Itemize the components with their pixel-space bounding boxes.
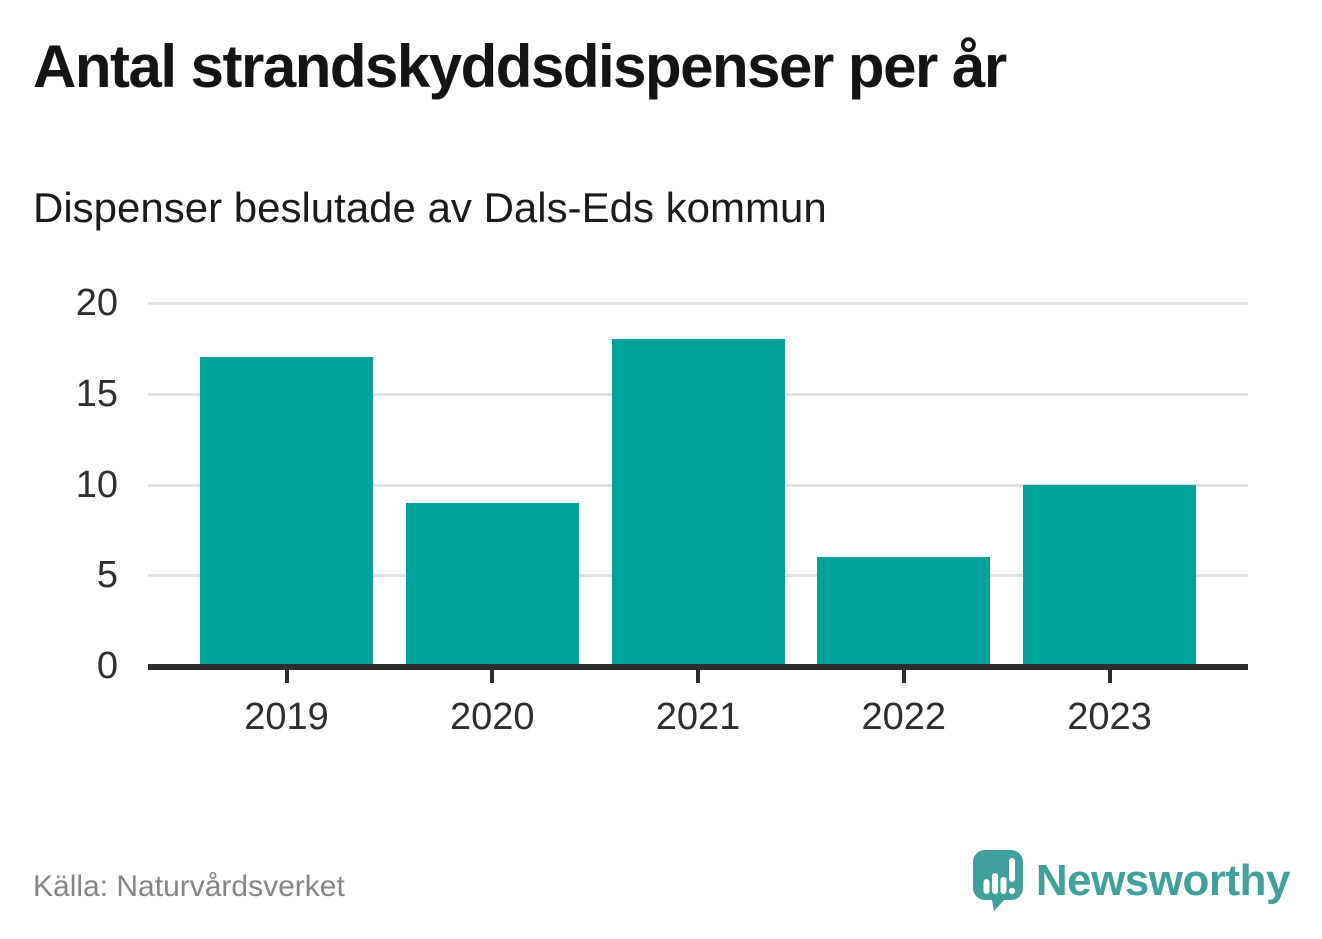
x-tick-mark	[284, 670, 289, 683]
x-tick-label: 2021	[655, 696, 741, 738]
x-tick-label: 2020	[449, 696, 535, 738]
gridline	[148, 302, 1248, 305]
y-tick-label: 10	[75, 463, 118, 506]
plot-area	[148, 302, 1248, 670]
x-tick-mark	[901, 670, 906, 683]
x-tick-label: 2022	[861, 696, 947, 738]
x-axis-cell: 2022	[817, 670, 990, 736]
x-tick-label: 2019	[244, 696, 329, 738]
newsworthy-speech-bubble-chart-icon	[972, 850, 1023, 911]
x-tick-label: 2023	[1067, 696, 1152, 738]
source-label: Källa: Naturvårdsverket	[33, 870, 345, 903]
x-tick-mark	[490, 670, 495, 683]
bar-2023	[1023, 484, 1196, 666]
newsworthy-wordmark: Newsworthy	[1035, 855, 1291, 905]
x-tick-mark	[1107, 670, 1112, 683]
y-tick-label: 15	[75, 372, 118, 415]
bar-2019	[200, 357, 373, 666]
y-tick-label: 0	[96, 645, 118, 687]
bar-2020	[405, 502, 579, 666]
bar-2022	[817, 557, 991, 666]
bars-row	[148, 303, 1248, 666]
x-axis-cell: 2020	[406, 670, 579, 736]
x-axis: 2019 2020 2021 2022 2023	[148, 670, 1248, 736]
bar-2021	[611, 339, 785, 666]
y-tick-label: 5	[96, 554, 118, 597]
chart-title: Antal strandskyddsdispenser per år	[33, 33, 1007, 100]
x-tick-mark	[696, 670, 700, 683]
x-axis-cell: 2021	[612, 670, 785, 736]
x-axis-line	[148, 664, 1248, 670]
y-axis: 0 5 10 15 20	[0, 284, 118, 685]
chart-subtitle: Dispenser beslutade av Dals-Eds kommun	[33, 184, 827, 231]
y-tick-label: 20	[75, 282, 118, 324]
newsworthy-logo[interactable]: Newsworthy	[972, 850, 1291, 911]
x-axis-cell: 2019	[200, 670, 373, 736]
x-axis-cell: 2023	[1023, 670, 1196, 736]
